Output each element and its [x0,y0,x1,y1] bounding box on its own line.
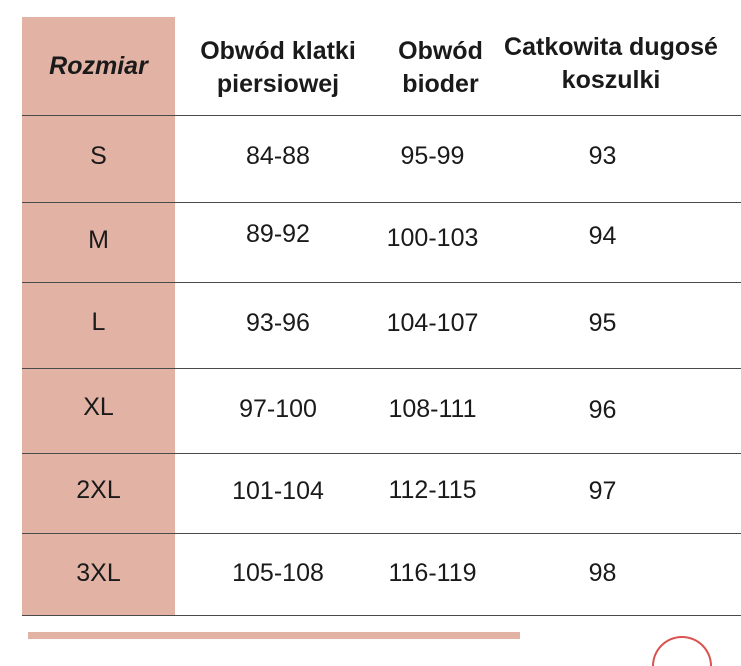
cell-length: 96 [588,395,617,424]
row-divider [22,368,741,369]
cell-size: S [90,141,107,170]
size-column-background [22,17,175,615]
header-chest: Obwód klatki piersiowej [200,37,356,98]
header-hips: Obwód bioder [398,37,483,98]
cell-length: 94 [588,221,617,250]
cell-chest: 84-88 [246,141,310,170]
decorative-arc-icon [652,636,712,666]
cell-hips: 112-115 [388,475,477,504]
cell-size: XL [83,392,114,421]
cell-chest: 97-100 [239,394,317,423]
cell-chest: 93-96 [246,308,310,337]
cell-hips: 116-119 [388,558,477,587]
row-divider [22,202,741,203]
row-divider [22,533,741,534]
cell-length: 93 [588,141,617,170]
cell-size: M [88,225,109,254]
cell-chest: 105-108 [232,558,324,587]
row-divider [22,453,741,454]
cell-size: L [91,307,106,336]
cell-chest: 101-104 [232,476,324,505]
row-divider [22,115,741,116]
cell-hips: 108-111 [388,394,477,423]
cell-length: 95 [588,308,617,337]
decorative-bar [28,632,520,639]
cell-hips: 100-103 [386,223,479,252]
cell-length: 98 [588,558,617,587]
header-length: Catkowita dugosé koszulki [504,33,718,94]
cell-chest: 89-92 [246,219,310,248]
cell-size: 3XL [76,558,121,587]
cell-length: 97 [588,476,617,505]
row-divider [22,615,741,616]
cell-size: 2XL [76,475,121,504]
header-size: Rozmiar [49,51,148,80]
row-divider [22,282,741,283]
cell-hips: 104-107 [386,308,479,337]
cell-hips: 95-99 [400,141,465,170]
